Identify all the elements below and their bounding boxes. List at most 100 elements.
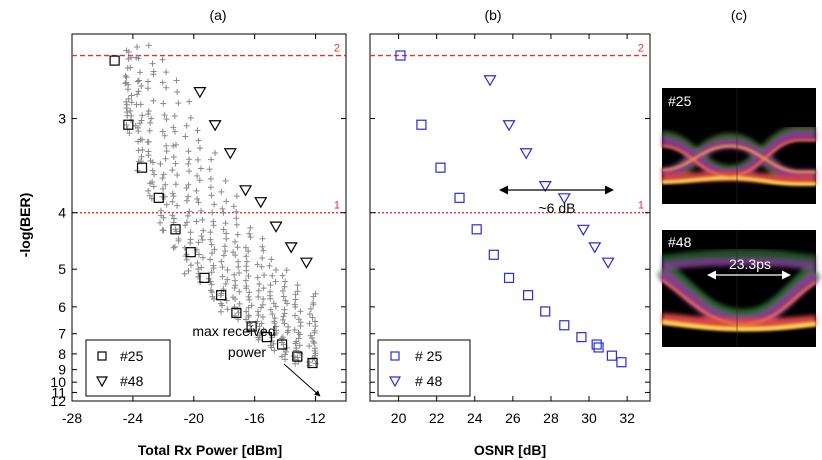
gray-plus-point xyxy=(258,263,265,270)
reference-line-label-1: 1 xyxy=(334,200,340,212)
gray-plus-point xyxy=(242,277,249,284)
point-a-25 xyxy=(307,357,318,369)
panel-b-frame xyxy=(369,33,651,402)
gray-plus-point xyxy=(206,166,213,173)
gray-plus-point xyxy=(292,312,299,319)
gray-plus-point xyxy=(294,288,301,295)
gray-plus-point xyxy=(268,256,275,263)
gray-plus-point xyxy=(245,304,252,311)
x-tick-label: 32 xyxy=(619,410,635,426)
gray-plus-point xyxy=(255,287,262,294)
gray-plus-point xyxy=(282,278,289,285)
gray-plus-point xyxy=(279,316,286,323)
gray-plus-point xyxy=(173,77,180,84)
gray-plus-point xyxy=(209,209,216,216)
point-b-25 xyxy=(616,357,627,368)
x-tick-label: -28 xyxy=(62,410,82,426)
gray-plus-point xyxy=(195,239,202,246)
gray-plus-point xyxy=(208,281,215,288)
gray-plus-point xyxy=(260,296,267,303)
gray-plus-point xyxy=(218,258,225,265)
gray-plus-point xyxy=(170,193,177,200)
gray-plus-point xyxy=(199,254,206,261)
point-b-48 xyxy=(502,120,516,132)
gray-plus-point xyxy=(159,193,166,200)
gray-plus-point xyxy=(157,160,164,167)
gray-plus-point xyxy=(174,89,181,96)
point-b-48 xyxy=(601,257,615,269)
gray-plus-point xyxy=(256,281,263,288)
gray-plus-point xyxy=(196,177,203,184)
gray-plus-point xyxy=(271,347,278,354)
gray-plus-point xyxy=(248,302,255,309)
legend-b-label-48: # 48 xyxy=(415,373,442,389)
y-axis-label: -log(BER) xyxy=(17,193,33,258)
gray-plus-point xyxy=(139,136,146,143)
gray-plus-point xyxy=(172,160,179,167)
gray-plus-point xyxy=(269,272,276,279)
point-a-25 xyxy=(231,307,242,319)
gray-plus-point xyxy=(282,348,289,355)
gray-plus-point xyxy=(292,303,299,310)
gray-plus-point xyxy=(174,202,181,209)
gray-plus-point xyxy=(297,308,304,315)
gray-plus-point xyxy=(311,340,318,347)
gray-plus-point xyxy=(312,323,319,330)
gray-plus-point xyxy=(254,274,261,281)
gray-plus-point xyxy=(235,258,242,265)
gray-plus-point xyxy=(245,293,252,300)
gray-plus-point xyxy=(243,258,250,265)
gray-plus-point xyxy=(219,205,226,212)
gray-plus-point xyxy=(284,300,291,307)
gray-plus-point xyxy=(223,235,230,242)
gray-plus-point xyxy=(137,101,144,108)
gray-plus-point xyxy=(259,235,266,242)
gray-plus-point xyxy=(145,108,152,115)
gray-plus-point xyxy=(236,300,243,307)
gray-plus-point xyxy=(160,171,167,178)
gray-plus-point xyxy=(306,342,313,349)
gray-plus-point xyxy=(267,306,274,313)
gray-plus-point xyxy=(199,216,206,223)
gray-plus-point xyxy=(194,172,201,179)
x-tick-label: -20 xyxy=(184,410,204,426)
gray-plus-point xyxy=(281,283,288,290)
gray-plus-point xyxy=(233,215,240,222)
gray-plus-point xyxy=(247,224,254,231)
point-a-48 xyxy=(208,120,222,132)
gray-plus-point xyxy=(231,285,238,292)
point-a-25 xyxy=(199,272,210,283)
gray-plus-point xyxy=(217,292,224,299)
gray-plus-point xyxy=(207,184,214,191)
y-tick-label: 12 xyxy=(50,393,66,409)
legend-a-square-marker xyxy=(97,351,107,361)
gray-plus-point xyxy=(292,340,299,347)
x-axis-label-b: OSNR [dB] xyxy=(474,442,546,458)
gray-plus-point xyxy=(134,78,141,85)
gray-plus-point xyxy=(182,133,189,140)
gray-plus-point xyxy=(138,117,145,124)
gray-plus-point xyxy=(139,146,146,153)
gray-plus-point xyxy=(195,251,202,258)
gray-plus-point xyxy=(243,308,250,315)
gray-plus-point xyxy=(149,60,156,67)
gray-plus-point xyxy=(145,42,152,49)
legend-b: # 25 # 48 xyxy=(377,339,471,397)
x-axis-label-a: Total Rx Power [dBm] xyxy=(138,442,282,458)
gray-plus-point xyxy=(169,190,176,197)
gray-plus-point xyxy=(198,207,205,214)
gray-plus-point xyxy=(255,312,262,319)
gray-plus-point xyxy=(171,128,178,135)
gray-plus-point xyxy=(232,296,239,303)
gray-plus-point xyxy=(159,175,166,182)
gray-plus-point xyxy=(126,130,133,137)
gray-plus-point xyxy=(243,285,250,292)
point-b-25 xyxy=(559,320,570,331)
gray-plus-point xyxy=(245,272,252,279)
eye-width-label: 23.3ps xyxy=(729,256,771,272)
gray-plus-point xyxy=(279,287,286,294)
gray-plus-point xyxy=(233,208,240,215)
point-a-48 xyxy=(299,257,313,269)
gray-plus-point xyxy=(145,111,152,118)
